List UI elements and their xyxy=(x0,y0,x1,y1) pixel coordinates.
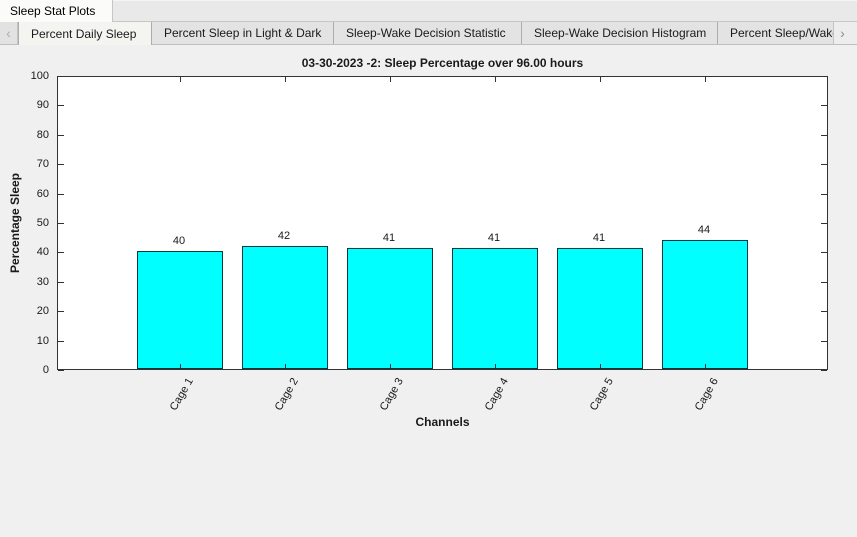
tab-bar-filler xyxy=(113,0,857,22)
tab-label: Percent Sleep in Light & Dark xyxy=(164,26,322,40)
x-tick-mark xyxy=(390,364,391,369)
x-tick-mark xyxy=(705,364,706,369)
doc-tab-label: Sleep Stat Plots xyxy=(10,4,96,18)
y-tick-mark xyxy=(821,164,827,166)
bar-cage-1[interactable] xyxy=(137,251,223,369)
document-tab-bar: Sleep Stat Plots xyxy=(0,0,857,22)
y-tick-mark xyxy=(58,281,64,283)
chevron-left-icon: ‹ xyxy=(6,25,11,41)
x-tick-mark xyxy=(705,77,706,82)
y-tick-mark xyxy=(58,105,64,107)
y-tick-mark xyxy=(821,370,827,371)
tab-percent-sleep-wake[interactable]: Percent Sleep/Wake xyxy=(718,22,833,44)
x-tick-mark xyxy=(285,77,286,82)
x-tick-mark xyxy=(495,77,496,82)
tab-label: Sleep-Wake Decision Histogram xyxy=(534,26,707,40)
bar-value-label: 44 xyxy=(697,223,711,236)
y-tick-label: 50 xyxy=(36,217,49,229)
x-tick-mark xyxy=(600,364,601,369)
plot-title: 03-30-2023 -2: Sleep Percentage over 96.… xyxy=(301,56,584,70)
y-tick-label: 90 xyxy=(36,99,49,112)
bar-cage-2[interactable] xyxy=(242,245,328,369)
x-tick-mark xyxy=(600,77,601,82)
bar-value-label: 42 xyxy=(277,229,291,242)
x-tick-label: Cage 5 xyxy=(587,376,616,413)
y-tick-mark xyxy=(821,281,827,283)
tab-label: Percent Sleep/Wake xyxy=(730,26,833,40)
y-tick-label: 40 xyxy=(36,246,49,259)
figure-canvas: 03-30-2023 -2: Sleep Percentage over 96.… xyxy=(0,45,857,537)
y-tick-label: 10 xyxy=(36,334,49,347)
y-tick-mark xyxy=(821,252,827,254)
tab-percent-sleep-light-dark[interactable]: Percent Sleep in Light & Dark xyxy=(152,22,334,44)
chevron-right-icon: › xyxy=(840,25,845,41)
y-tick-label: 60 xyxy=(36,187,49,200)
x-tick-mark xyxy=(285,364,286,369)
x-tick-mark xyxy=(495,364,496,369)
plot-tab-bar: ‹ Percent Daily Sleep Percent Sleep in L… xyxy=(0,22,857,45)
y-tick-label: 100 xyxy=(30,70,49,82)
y-tick-mark xyxy=(821,134,827,136)
x-tick-label: Cage 4 xyxy=(482,376,511,413)
x-tick-label: Cage 3 xyxy=(377,376,406,413)
y-tick-mark xyxy=(58,76,64,77)
x-tick-mark xyxy=(180,77,181,82)
y-tick-label: 30 xyxy=(36,275,49,288)
bar-value-label: 41 xyxy=(382,232,396,245)
y-tick-mark xyxy=(58,193,64,195)
bar-cage-6[interactable] xyxy=(662,239,748,369)
bar-cage-5[interactable] xyxy=(557,248,643,369)
y-tick-mark xyxy=(821,105,827,107)
y-tick-mark xyxy=(821,223,827,224)
y-tick-label: 80 xyxy=(36,128,49,141)
bar-value-label: 41 xyxy=(487,232,501,245)
y-tick-mark xyxy=(58,311,64,313)
x-axis-label: Channels xyxy=(415,415,470,429)
x-tick-label: Cage 6 xyxy=(692,376,721,413)
bar-value-label: 41 xyxy=(592,232,606,245)
y-tick-mark xyxy=(821,193,827,195)
x-tick-label: Cage 1 xyxy=(167,376,196,413)
x-tick-label: Cage 2 xyxy=(272,376,301,413)
tab-label: Percent Daily Sleep xyxy=(31,26,137,41)
y-tick-mark xyxy=(821,311,827,313)
tab-scroll-left-button[interactable]: ‹ xyxy=(0,22,18,44)
y-tick-mark xyxy=(58,370,64,371)
y-tick-label: 0 xyxy=(42,364,49,376)
bar-value-label: 40 xyxy=(172,235,186,248)
tab-sleep-wake-decision-histogram[interactable]: Sleep-Wake Decision Histogram xyxy=(522,22,718,44)
y-tick-label: 20 xyxy=(36,305,49,318)
x-tick-mark xyxy=(390,77,391,82)
y-tick-mark xyxy=(58,340,64,342)
doc-tab-sleep-stat-plots[interactable]: Sleep Stat Plots xyxy=(0,0,113,22)
plot-area xyxy=(57,76,828,371)
y-tick-mark xyxy=(58,134,64,136)
tab-scroll-right-button[interactable]: › xyxy=(833,22,851,44)
tab-label: Sleep-Wake Decision Statistic xyxy=(346,26,506,40)
y-tick-mark xyxy=(58,164,64,166)
tab-sleep-wake-decision-statistic[interactable]: Sleep-Wake Decision Statistic xyxy=(334,22,522,44)
y-tick-label: 70 xyxy=(36,158,49,171)
tab-percent-daily-sleep[interactable]: Percent Daily Sleep xyxy=(18,22,152,45)
y-tick-mark xyxy=(58,252,64,254)
y-tick-mark xyxy=(821,340,827,342)
x-tick-mark xyxy=(180,364,181,369)
bar-cage-3[interactable] xyxy=(347,248,433,369)
y-tick-mark xyxy=(58,223,64,224)
y-tick-mark xyxy=(821,76,827,77)
bar-cage-4[interactable] xyxy=(452,248,538,369)
